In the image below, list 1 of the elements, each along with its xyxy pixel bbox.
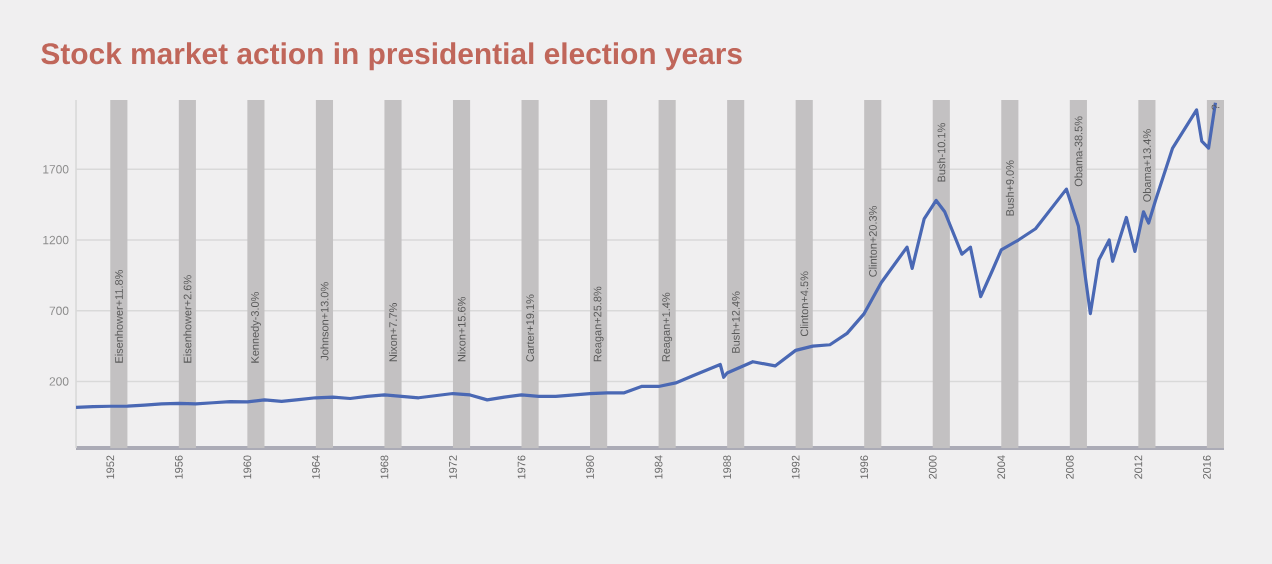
chart-title: Stock market action in presidential election years [41,42,742,71]
